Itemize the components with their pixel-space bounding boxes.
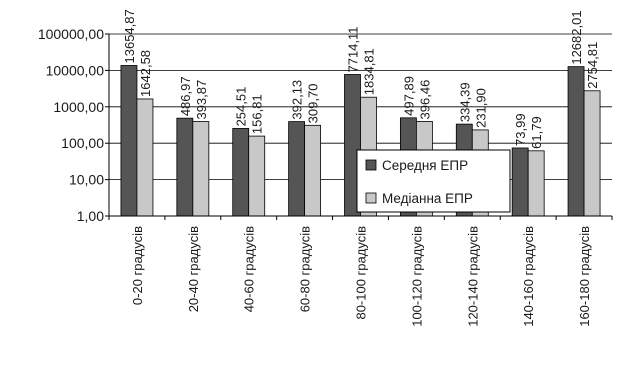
bar-2	[192, 121, 210, 217]
y-tick-label: 10000,00	[46, 62, 105, 78]
x-tick-label: 160-180 градусів	[577, 226, 592, 327]
legend-swatch-series-2	[365, 192, 377, 204]
data-label: 73,99	[513, 113, 528, 146]
legend-label-series-1: Середня ЕПР	[382, 158, 468, 173]
bar-1	[288, 121, 306, 217]
data-label: 13654,87	[122, 9, 137, 63]
data-label: 254,51	[234, 87, 249, 127]
y-tick-label: 100000,00	[38, 26, 104, 42]
x-tick-label: 80-100 градусів	[354, 226, 369, 320]
y-tick-label: 1000,00	[53, 99, 104, 115]
y-axis-tick-labels: 1,00 10,00 100,00 1000,00 10000,00 100000,00	[38, 26, 104, 224]
x-tick-label: 0-20 градусів	[130, 226, 145, 305]
data-label: 396,46	[417, 80, 432, 120]
bar-1	[120, 65, 138, 217]
data-label: 392,13	[290, 80, 305, 120]
y-tick-label: 100,00	[61, 135, 104, 151]
bar-1	[176, 117, 194, 217]
x-tick-label: 140-160 градусів	[521, 226, 536, 327]
data-label: 486,97	[178, 76, 193, 116]
data-label: 393,87	[194, 80, 209, 120]
bar-1	[232, 128, 250, 217]
data-label: 309,70	[306, 84, 321, 124]
category-labels: 0-20 градусів 20-40 градусів 40-60 градусі…	[130, 226, 592, 327]
x-tick-label: 40-60 градусів	[242, 226, 257, 312]
data-label: 1834,81	[362, 48, 377, 95]
bars	[120, 65, 601, 217]
legend-swatch-series-1	[365, 159, 377, 171]
legend-box	[356, 149, 511, 213]
data-label: 1642,58	[138, 50, 153, 97]
x-tick-label: 20-40 градусів	[186, 226, 201, 312]
bar-1	[567, 66, 585, 217]
y-tick-label: 10,00	[69, 172, 104, 188]
legend: Середня ЕПР Медіанна ЕПР	[356, 149, 511, 213]
bar-2	[527, 150, 545, 217]
bar-2	[583, 90, 601, 217]
data-label: 7714,11	[346, 26, 361, 72]
bar-1	[511, 147, 529, 217]
y-tick-label: 1,00	[77, 208, 104, 224]
data-label: 231,90	[473, 88, 488, 128]
bar-2	[136, 98, 154, 217]
bar-2	[304, 124, 322, 217]
data-label: 61,79	[529, 116, 544, 149]
x-tick-label: 100-120 градусів	[409, 226, 424, 327]
data-label: 334,39	[457, 82, 472, 122]
x-tick-label: 60-80 градусів	[298, 226, 313, 312]
axes	[105, 33, 613, 220]
data-label: 2754,81	[585, 42, 600, 89]
bar-2	[248, 135, 266, 217]
x-tick-label: 120-140 градусів	[465, 226, 480, 327]
data-label: 497,89	[401, 76, 416, 116]
data-label: 156,81	[250, 94, 265, 134]
data-label: 12682,01	[569, 10, 584, 64]
legend-label-series-2: Медіанна ЕПР	[382, 191, 473, 206]
